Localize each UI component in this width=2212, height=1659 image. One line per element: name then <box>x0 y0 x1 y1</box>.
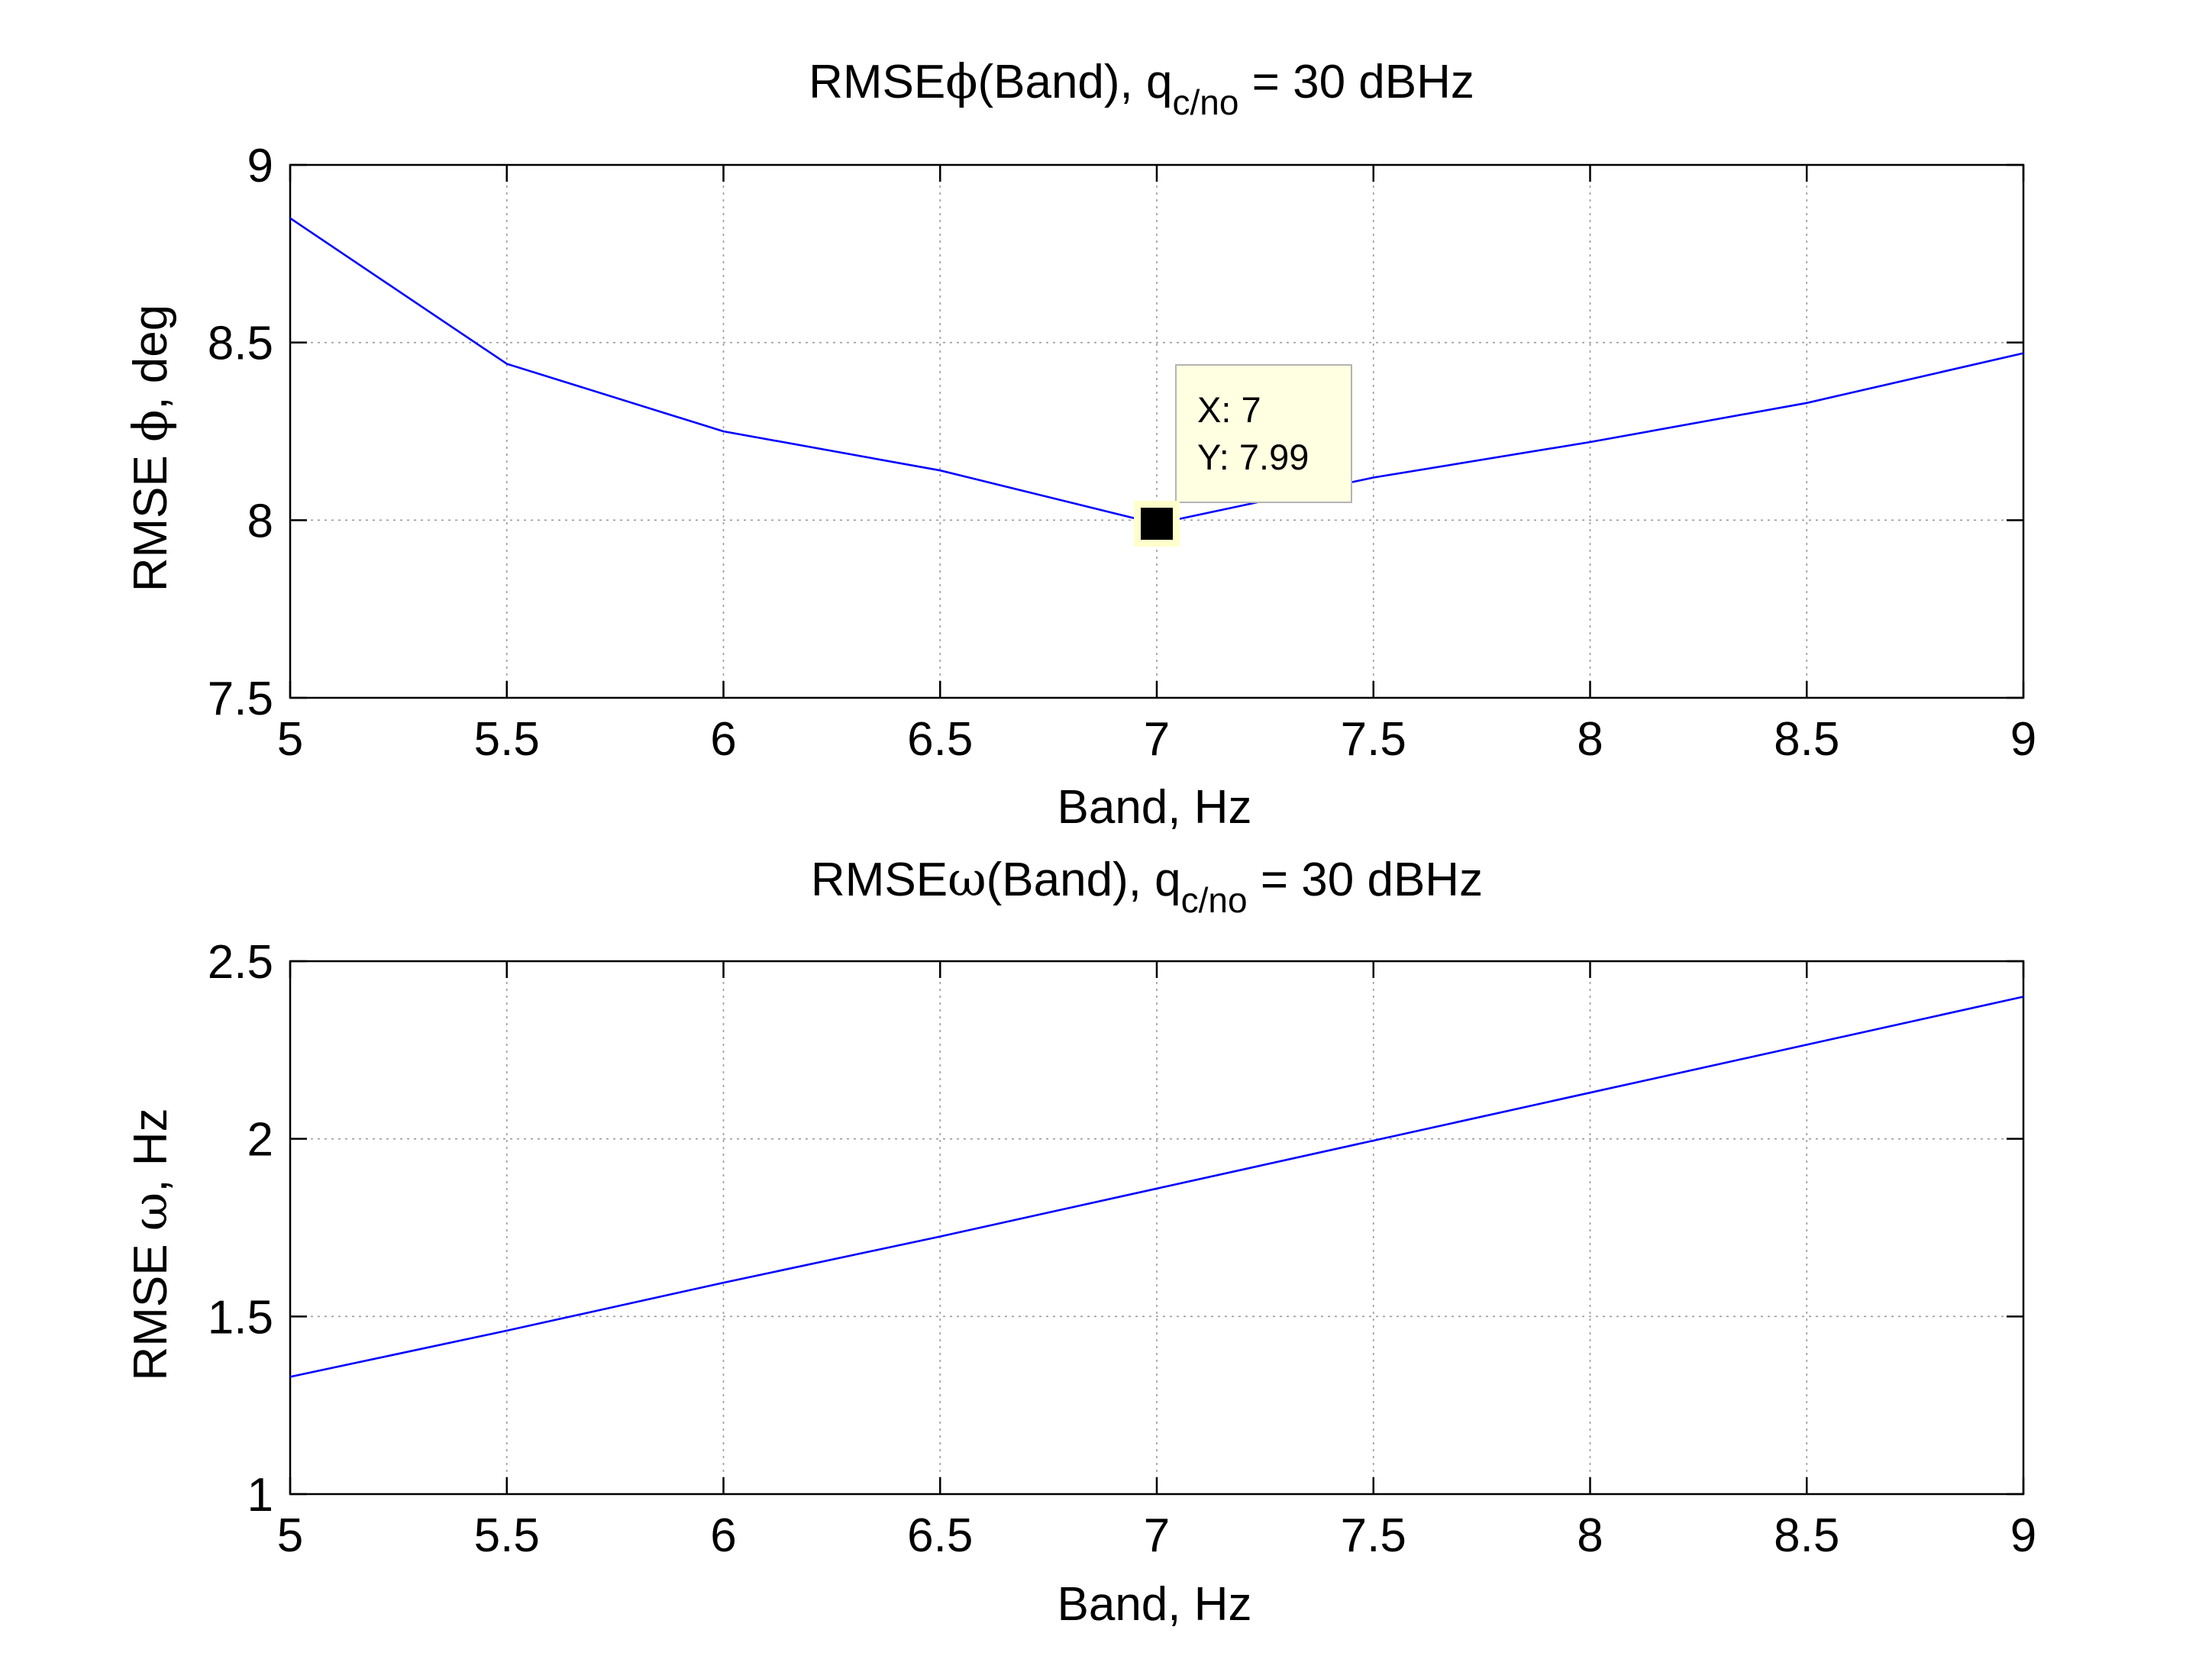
frequency-rmse-data-point <box>1588 1090 1593 1095</box>
data-tip-marker[interactable] <box>1141 507 1173 540</box>
frequency-rmse-x-tick-labels: 5 5.5 6 6.5 7 7.5 8 8.5 9 <box>277 1509 2036 1562</box>
phase-rmse-y-tick-label: 9 <box>247 140 273 192</box>
phase-rmse-y-tick-label: 8 <box>247 495 273 547</box>
phase-rmse-data-point <box>2021 351 2026 356</box>
frequency-rmse-x-tick-label: 8.5 <box>1774 1509 1839 1562</box>
frequency-rmse-y-axis-label: RMSE ω, Hz <box>122 1108 178 1380</box>
frequency-rmse-chart-title: RMSEω(Band), qc/no = 30 dBHz <box>811 851 1483 920</box>
frequency-rmse-data-point <box>2021 995 2026 999</box>
phase-rmse-data-point <box>505 362 509 366</box>
phase-rmse-data-point <box>288 216 292 221</box>
frequency-rmse-y-tick-label: 2 <box>247 1114 273 1167</box>
phase-rmse-y-tick-labels: 7.5 8 8.5 9 <box>208 140 273 725</box>
frequency-rmse-data-point <box>1804 1042 1809 1047</box>
phase-rmse-data-point <box>938 468 942 473</box>
data-tip-y-text: Y: 7.99 <box>1197 437 1309 477</box>
phase-rmse-data-point <box>1588 440 1593 444</box>
phase-rmse-data-point <box>1804 401 1809 405</box>
phase-rmse-x-tick-label: 6 <box>710 713 736 766</box>
frequency-rmse-tick-marks <box>289 960 2025 1496</box>
frequency-rmse-x-tick-label: 5.5 <box>474 1509 540 1562</box>
phase-rmse-data-point <box>722 429 726 434</box>
frequency-rmse-data-point <box>1154 1186 1159 1191</box>
frequency-rmse-y-tick-label: 2.5 <box>208 936 273 989</box>
frequency-rmse-x-tick-label: 9 <box>2010 1509 2036 1562</box>
phase-rmse-y-tick-label: 8.5 <box>208 318 273 370</box>
frequency-rmse-subplot: RMSEω(Band), qc/no = 30 dBHz 5 5.5 6 6.5 7 7.… <box>122 851 2036 1631</box>
frequency-rmse-x-tick-label: 6.5 <box>907 1509 973 1562</box>
frequency-rmse-x-tick-label: 8 <box>1577 1509 1603 1562</box>
frequency-rmse-data-point <box>722 1280 726 1285</box>
phase-rmse-x-tick-labels: 5 5.5 6 6.5 7 7.5 8 8.5 9 <box>277 713 2036 766</box>
frequency-rmse-x-tick-label: 7 <box>1144 1509 1170 1562</box>
data-tip[interactable]: X: 7 Y: 7.99 <box>1134 364 1352 547</box>
frequency-rmse-x-tick-label: 7.5 <box>1341 1509 1406 1562</box>
frequency-rmse-y-tick-labels: 1 1.5 2 2.5 <box>208 936 273 1522</box>
frequency-rmse-data-point <box>505 1328 509 1333</box>
phase-rmse-x-axis-label: Band, Hz <box>1057 781 1251 834</box>
frequency-rmse-data-point <box>1371 1138 1376 1143</box>
frequency-rmse-x-tick-label: 5 <box>277 1509 303 1562</box>
phase-rmse-chart-title: RMSEϕ(Band), qc/no = 30 dBHz <box>809 53 1474 122</box>
phase-rmse-y-axis-label: RMSE ϕ, deg <box>122 305 178 592</box>
phase-rmse-y-tick-label: 7.5 <box>208 673 273 725</box>
frequency-rmse-x-tick-label: 6 <box>710 1509 736 1562</box>
frequency-rmse-x-axis-label: Band, Hz <box>1057 1578 1251 1631</box>
frequency-rmse-data-point <box>938 1235 942 1239</box>
phase-rmse-x-tick-label: 7.5 <box>1341 713 1406 766</box>
data-tip-x-text: X: 7 <box>1197 389 1261 430</box>
frequency-rmse-series-line <box>289 996 2024 1378</box>
phase-rmse-subplot: RMSEϕ(Band), qc/no = 30 dBHz 5 5.5 6 6.5 7 7.… <box>122 53 2036 834</box>
phase-rmse-x-tick-label: 7 <box>1144 713 1170 766</box>
phase-rmse-x-tick-label: 9 <box>2010 713 2036 766</box>
phase-rmse-data-point <box>1371 475 1376 479</box>
phase-rmse-x-tick-label: 8 <box>1577 713 1603 766</box>
phase-rmse-tick-marks <box>289 163 2025 699</box>
frequency-rmse-data-point <box>288 1374 292 1379</box>
phase-rmse-x-tick-label: 6.5 <box>907 713 973 766</box>
phase-rmse-x-tick-label: 5.5 <box>474 713 540 766</box>
phase-rmse-x-tick-label: 5 <box>277 713 303 766</box>
data-tip-box <box>1175 364 1352 503</box>
frequency-rmse-y-tick-label: 1.5 <box>208 1291 273 1344</box>
frequency-rmse-y-tick-label: 1 <box>247 1469 273 1522</box>
phase-rmse-x-tick-label: 8.5 <box>1774 713 1839 766</box>
